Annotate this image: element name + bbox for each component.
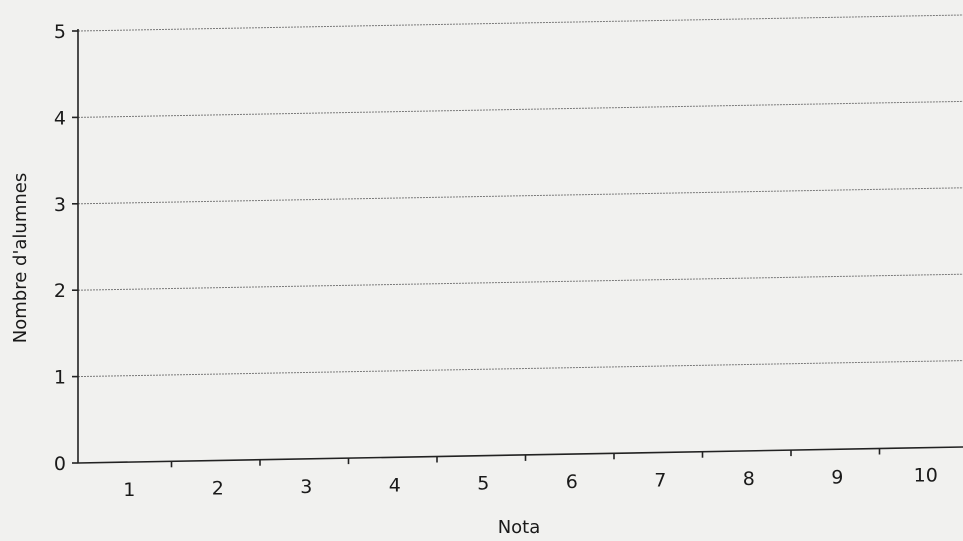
x-tick-label-7: 7	[654, 470, 666, 492]
gridline-y-3	[77, 187, 963, 205]
x-tick-label-3: 3	[300, 476, 312, 498]
y-tick-label-2: 2	[54, 280, 66, 302]
axis-layer	[72, 29, 963, 468]
y-tick-label-3: 3	[54, 194, 66, 216]
x-tick-label-2: 2	[212, 478, 224, 500]
gridline-y-5	[77, 14, 963, 32]
x-tick-label-8: 8	[743, 468, 755, 490]
grid-layer	[77, 14, 963, 378]
y-tick-label-1: 1	[54, 367, 66, 389]
x-tick-labels: 1 2 3 4 5 6 7 8 9 10	[123, 465, 938, 501]
y-tick-label-0: 0	[54, 453, 66, 475]
gridline-y-1	[77, 360, 963, 378]
gridline-y-2	[77, 273, 963, 291]
x-tick-label-1: 1	[123, 479, 135, 501]
x-tick-label-4: 4	[389, 474, 401, 496]
x-tick-label-9: 9	[831, 466, 843, 488]
x-tick-label-10: 10	[914, 465, 938, 487]
y-tick-labels: 0 1 2 3 4 5	[54, 21, 66, 475]
y-axis-title: Nombre d'alumnes	[10, 173, 31, 343]
gridline-y-4	[77, 100, 963, 118]
y-tick-label-5: 5	[54, 21, 66, 43]
y-tick-label-4: 4	[54, 107, 66, 129]
x-tick-label-6: 6	[566, 471, 578, 493]
x-axis-line	[77, 446, 963, 464]
x-axis-title: Nota	[498, 517, 541, 538]
x-tick-label-5: 5	[477, 473, 489, 495]
